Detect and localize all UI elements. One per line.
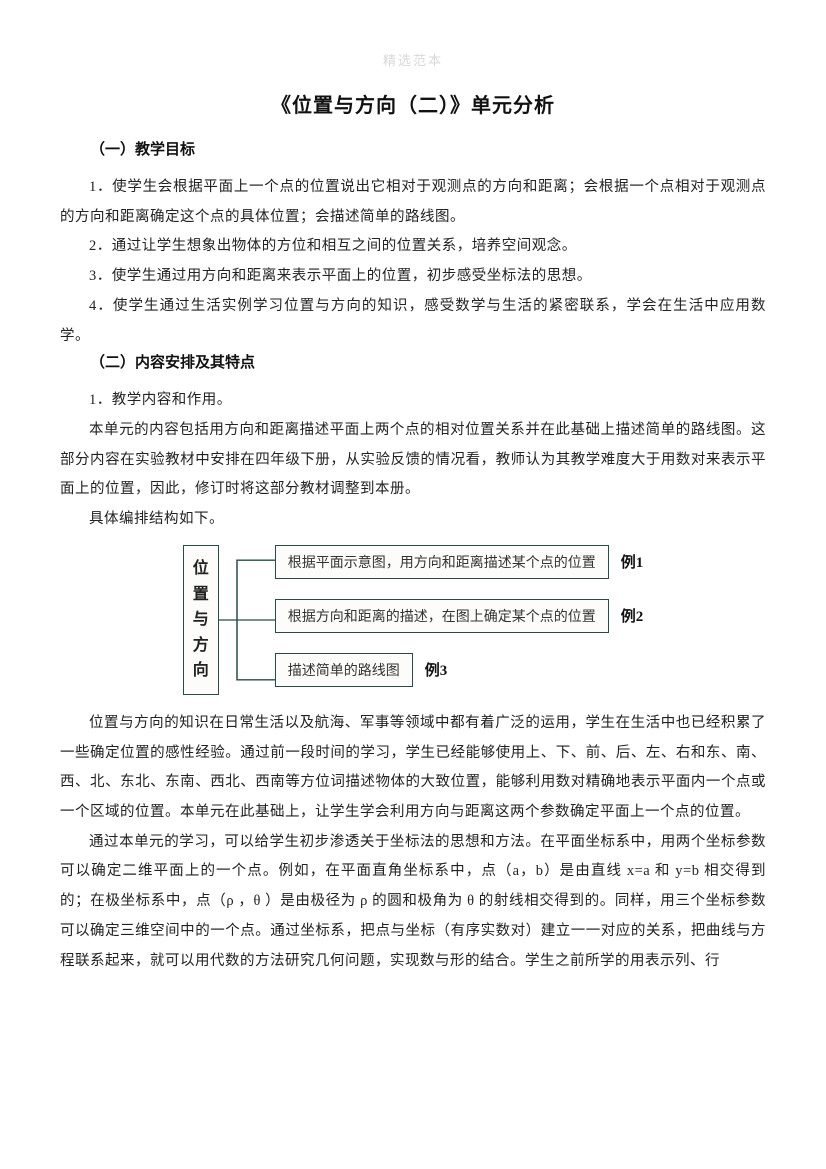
section2-heading: （二）内容安排及其特点 xyxy=(60,351,766,372)
diagram-label-2: 例2 xyxy=(621,605,644,626)
section2-p5: 通过本单元的学习，可以给学生初步渗透关于坐标法的思想和方法。在平面坐标系中，用两… xyxy=(60,828,766,977)
diagram-row-3: 描述简单的路线图 例3 xyxy=(275,653,644,687)
diagram-left-char2: 置 xyxy=(193,582,209,608)
section1-p4: 4．使学生通过生活实例学习位置与方向的知识，感受数学与生活的紧密联系，学会在生活… xyxy=(60,292,766,351)
diagram-connector xyxy=(219,545,275,695)
diagram-box-2: 根据方向和距离的描述，在图上确定某个点的位置 xyxy=(275,599,609,633)
section2-p3: 具体编排结构如下。 xyxy=(60,505,766,535)
diagram-left-char1: 位 xyxy=(193,556,209,582)
diagram-left-char4: 方 xyxy=(193,633,209,659)
diagram-box-1: 根据平面示意图，用方向和距离描述某个点的位置 xyxy=(275,545,609,579)
diagram-left-box: 位 置 与 方 向 xyxy=(183,545,219,695)
diagram-right: 根据平面示意图，用方向和距离描述某个点的位置 例1 根据方向和距离的描述，在图上… xyxy=(275,545,644,695)
diagram-left-char5: 向 xyxy=(193,658,209,684)
diagram-row-1: 根据平面示意图，用方向和距离描述某个点的位置 例1 xyxy=(275,545,644,579)
section1-heading: （一）教学目标 xyxy=(60,138,766,159)
watermark: 精选范本 xyxy=(60,50,766,69)
section2-p4: 位置与方向的知识在日常生活以及航海、军事等领域中都有着广泛的运用，学生在生活中也… xyxy=(60,709,766,828)
section1-p3: 3．使学生通过用方向和距离来表示平面上的位置，初步感受坐标法的思想。 xyxy=(60,262,766,292)
section1-p1: 1．使学生会根据平面上一个点的位置说出它相对于观测点的方向和距离；会根据一个点相… xyxy=(60,173,766,232)
diagram-box-3: 描述简单的路线图 xyxy=(275,653,413,687)
section2-p2: 本单元的内容包括用方向和距离描述平面上两个点的相对位置关系并在此基础上描述简单的… xyxy=(60,416,766,505)
diagram-label-1: 例1 xyxy=(621,551,644,572)
diagram-label-3: 例3 xyxy=(425,659,448,680)
section1-p2: 2．通过让学生想象出物体的方位和相互之间的位置关系，培养空间观念。 xyxy=(60,232,766,262)
section2-p1: 1．教学内容和作用。 xyxy=(60,386,766,416)
structure-diagram: 位 置 与 方 向 根据平面示意图，用方向和距离描述某个点的位置 例1 根据方向… xyxy=(60,545,766,695)
page-title: 《位置与方向（二）》单元分析 xyxy=(60,89,766,118)
diagram-row-2: 根据方向和距离的描述，在图上确定某个点的位置 例2 xyxy=(275,599,644,633)
diagram-left-char3: 与 xyxy=(193,607,209,633)
